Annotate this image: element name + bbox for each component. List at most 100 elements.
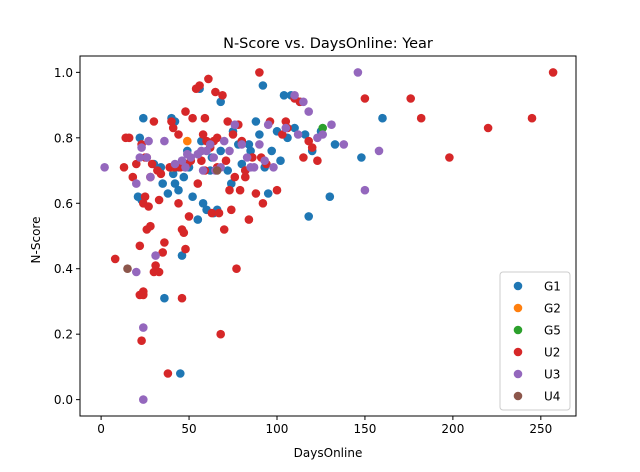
point-g1 (290, 123, 299, 133)
y-axis-label: N-Score (29, 217, 43, 264)
point-g1 (330, 140, 340, 149)
point-u2 (232, 264, 241, 274)
point-u2 (207, 208, 217, 218)
x-tick-label: 50 (181, 422, 196, 436)
point-u3 (181, 163, 190, 172)
point-u2 (188, 113, 197, 123)
legend-marker (513, 303, 523, 313)
point-g1 (276, 156, 285, 165)
point-g1 (251, 117, 261, 126)
point-u2 (195, 81, 204, 90)
point-u3 (160, 136, 169, 146)
point-g1 (188, 192, 197, 201)
legend: G1 G2 G5 U2 U3 U4 (499, 271, 571, 411)
point-u3 (360, 185, 370, 195)
point-u2 (244, 215, 254, 224)
point-g1 (198, 199, 208, 208)
point-g1 (158, 179, 167, 188)
point-u2 (255, 68, 264, 77)
x-tick-label: 250 (529, 422, 552, 436)
point-u2 (304, 136, 314, 146)
point-u2 (230, 172, 240, 182)
point-g1 (304, 212, 314, 221)
points-layer (100, 68, 558, 404)
point-g1 (174, 185, 183, 195)
point-u2 (140, 192, 150, 201)
point-u2 (360, 94, 370, 103)
point-g1 (300, 130, 310, 139)
point-g1 (258, 81, 268, 90)
x-tick-label: 150 (353, 422, 376, 436)
point-g1 (244, 140, 254, 149)
point-u3 (177, 156, 187, 165)
point-u2 (177, 293, 187, 303)
point-u2 (174, 199, 183, 208)
point-u3 (353, 68, 363, 77)
point-u2 (151, 261, 160, 270)
point-g1 (267, 146, 277, 156)
point-u3 (209, 153, 218, 162)
point-u3 (230, 120, 240, 129)
point-g1 (216, 97, 225, 107)
point-u2 (307, 143, 317, 152)
point-u3 (100, 163, 109, 172)
point-u2 (174, 130, 183, 139)
point-u2 (548, 68, 558, 77)
point-u2 (154, 267, 164, 277)
point-u3 (151, 251, 160, 260)
point-u2 (527, 113, 537, 123)
legend-label: U4 (544, 390, 560, 404)
point-u2 (147, 159, 157, 169)
point-u2 (167, 117, 176, 126)
point-u2 (299, 153, 308, 162)
point-u3 (132, 179, 141, 188)
point-u3 (170, 159, 180, 169)
point-g1 (179, 172, 189, 182)
point-u3 (139, 323, 148, 332)
point-u2 (146, 221, 155, 231)
point-u2 (258, 199, 268, 208)
point-u3 (202, 146, 211, 156)
point-u3 (225, 146, 234, 156)
point-u2 (212, 133, 222, 143)
point-u2 (137, 336, 146, 346)
point-u2 (163, 369, 173, 378)
point-u4 (212, 166, 222, 175)
point-g1 (279, 91, 289, 100)
point-u3 (281, 123, 291, 133)
point-u2 (281, 117, 291, 126)
point-u2 (154, 195, 164, 205)
point-u3 (132, 267, 141, 277)
point-u3 (318, 130, 328, 139)
point-u2 (204, 74, 213, 84)
legend-marker (513, 281, 523, 291)
point-u2 (221, 156, 231, 165)
point-u2 (184, 212, 194, 221)
legend-marker (513, 325, 523, 335)
point-u2 (160, 238, 169, 247)
point-u2 (416, 113, 426, 123)
point-u3 (144, 136, 153, 146)
plot-frame (79, 55, 577, 417)
point-u2 (241, 172, 250, 182)
point-g1 (139, 113, 148, 123)
point-u3 (260, 156, 270, 165)
legend-marker (513, 347, 523, 357)
point-u2 (200, 113, 210, 123)
point-u4 (123, 264, 132, 274)
point-u3 (327, 120, 336, 129)
point-u2 (483, 123, 493, 133)
point-u2 (128, 172, 138, 182)
point-u3 (249, 163, 259, 172)
point-u3 (242, 153, 252, 162)
point-u2 (124, 133, 134, 143)
point-u3 (237, 140, 247, 149)
point-u3 (198, 166, 208, 175)
y-tick-label: 0.8 (54, 131, 73, 145)
legend-label: U3 (544, 368, 560, 382)
series-g5 (318, 123, 328, 133)
point-u3 (139, 395, 148, 404)
point-u3 (290, 91, 299, 100)
